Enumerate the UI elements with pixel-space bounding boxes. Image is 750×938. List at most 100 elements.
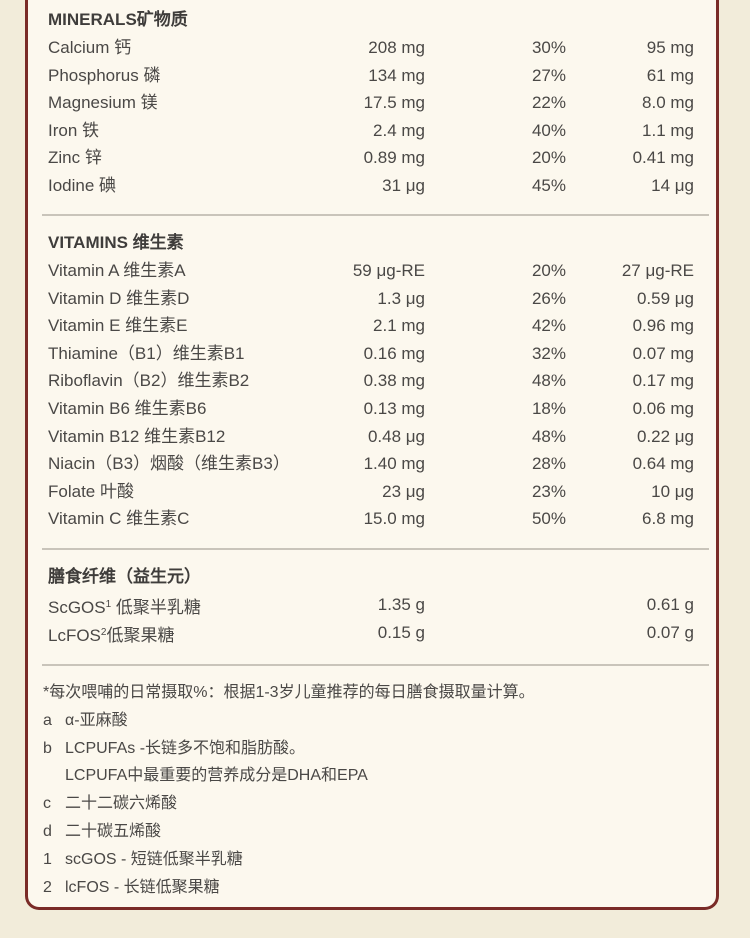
nutrient-code: ScGOS (48, 598, 106, 617)
footnote-text: α-亚麻酸 (65, 711, 128, 729)
daily-intake-percent (425, 591, 566, 619)
amount-per-serving: 61 mg (646, 65, 694, 85)
amount-per-100g: 2.4 mg (373, 120, 425, 140)
amount-per-serving: 10 μg (651, 481, 694, 501)
divider (42, 214, 709, 216)
daily-intake-percent: 22% (531, 93, 566, 113)
nutrient-name: Vitamin A 维生素A (48, 261, 186, 280)
amount-per-serving: 6.8 mg (642, 509, 694, 529)
amount-per-100g: 0.16 mg (363, 343, 425, 363)
daily-intake-percent: 45% (531, 175, 566, 195)
nutrient-name: Iron 铁 (48, 120, 100, 140)
daily-intake-percent: 20% (531, 261, 566, 280)
nutrient-row: Magnesium 镁 17.5 mg 22% 8.0 mg (48, 89, 696, 117)
nutrient-code: LcFOS (48, 625, 101, 645)
section-title: 膳食纤维（益生元） (48, 567, 201, 586)
nutrient-name: Vitamin E 维生素E (48, 316, 188, 336)
nutrient-row: Phosphorus 磷 134 mg 27% 61 mg (48, 62, 696, 90)
nutrient-name: Vitamin D 维生素D (48, 288, 190, 308)
section-title: MINERALS矿物质 (48, 10, 188, 29)
nutrient-name: Riboflavin（B2）维生素B2 (48, 371, 250, 391)
amount-per-serving: 0.64 mg (632, 454, 694, 474)
nutrient-name: Vitamin B12 维生素B12 (48, 426, 226, 446)
footnote-text: LCPUFAs -长链多不饱和脂肪酸。 (65, 739, 306, 757)
footnote-item: LCPUFA中最重要的营养成分是DHA和EPA (43, 762, 703, 790)
footnote-item: 1 scGOS - 短链低聚半乳糖 (43, 846, 703, 874)
nutrient-name: Vitamin C 维生素C (48, 509, 190, 529)
amount-per-serving: 8.0 mg (642, 93, 694, 113)
nutrient-row: Vitamin D 维生素D 1.3 μg 26% 0.59 μg (48, 285, 696, 313)
daily-intake-percent: 23% (531, 481, 566, 501)
footnote-item: 2 lcFOS - 长链低聚果糖 (43, 874, 703, 902)
amount-per-100g: 0.38 mg (363, 371, 425, 391)
nutrient-row: LcFOS2低聚果糖 0.15 g 0.07 g (48, 619, 696, 647)
amount-per-100g: 2.1 mg (373, 316, 425, 336)
nutrient-row: Vitamin B12 维生素B12 0.48 μg 48% 0.22 μg (48, 423, 696, 451)
nutrient-name: Magnesium 镁 (48, 93, 158, 113)
amount-per-100g: 208 mg (368, 38, 425, 57)
daily-intake-percent: 20% (531, 148, 566, 168)
amount-per-100g: 59 μg-RE (352, 261, 425, 280)
daily-intake-percent: 28% (531, 454, 566, 474)
daily-intake-percent: 40% (531, 120, 566, 140)
daily-intake-percent: 32% (531, 343, 566, 363)
footnote-ref: 2 (100, 626, 107, 638)
nutrient-row: Niacin（B3）烟酸（维生素B3） 1.40 mg 28% 0.64 mg (48, 450, 696, 478)
nutrient-name: Phosphorus 磷 (48, 65, 161, 85)
daily-intake-percent: 30% (531, 38, 566, 57)
footnote-key: 1 (43, 850, 52, 868)
footnote-item: c 二十二碳六烯酸 (43, 790, 703, 818)
daily-intake-percent: 48% (531, 371, 566, 391)
amount-per-100g: 1.40 mg (363, 454, 425, 474)
nutrient-row: Riboflavin（B2）维生素B2 0.38 mg 48% 0.17 mg (48, 367, 696, 395)
amount-per-100g: 134 mg (368, 65, 425, 85)
footnote-item: b LCPUFAs -长链多不饱和脂肪酸。 (43, 735, 703, 763)
amount-per-100g: 0.13 mg (363, 398, 425, 418)
nutrition-card (25, 0, 719, 910)
nutrient-row: Folate 叶酸 23 μg 23% 10 μg (48, 478, 696, 506)
footnote-text: lcFOS - 长链低聚果糖 (65, 878, 220, 896)
amount-per-100g: 15.0 mg (363, 509, 425, 529)
amount-per-100g: 31 μg (382, 175, 425, 195)
daily-intake-percent: 27% (531, 65, 566, 85)
nutrient-name: Calcium 钙 (48, 38, 132, 57)
footnote-key: d (43, 822, 52, 840)
amount-per-serving: 95 mg (646, 38, 694, 57)
minerals-section: MINERALS矿物质 Calcium 钙 208 mg 30% 95 mg Phosp… (48, 6, 696, 200)
nutrient-name: LcFOS2低聚果糖 (48, 619, 288, 647)
amount-per-serving: 0.17 mg (632, 371, 694, 391)
nutrient-row: Vitamin A 维生素A 59 μg-RE 20% 27 μg-RE (48, 257, 696, 285)
divider (42, 548, 709, 550)
fiber-section: 膳食纤维（益生元） ScGOS1 低聚半乳糖 1.35 g 0.61 g LcFOS2… (48, 563, 696, 646)
footnote-key: 2 (43, 878, 52, 896)
footnote-text: scGOS - 短链低聚半乳糖 (65, 850, 243, 868)
daily-intake-percent (425, 619, 566, 647)
amount-per-serving: 0.61 g (646, 595, 694, 614)
amount-per-100g: 0.89 mg (363, 148, 425, 168)
daily-intake-percent: 18% (531, 398, 566, 418)
amount-per-100g: 23 μg (382, 481, 425, 501)
amount-per-serving: 14 μg (651, 175, 694, 195)
nutrient-row: Thiamine（B1）维生素B1 0.16 mg 32% 0.07 mg (48, 340, 696, 368)
daily-intake-percent: 50% (531, 509, 566, 529)
footnotes: *每次喂哺的日常摄取%：根据1-3岁儿童推荐的每日膳食摄取量计算。 a α-亚麻酸… (43, 679, 703, 901)
nutrient-name: Niacin（B3）烟酸（维生素B3） (48, 454, 290, 474)
footnote-text: LCPUFA中最重要的营养成分是DHA和EPA (65, 767, 368, 785)
nutrient-row: Iodine 碘 31 μg 45% 14 μg (48, 172, 696, 200)
nutrient-name: Iodine 碘 (48, 175, 117, 195)
amount-per-serving: 27 μg-RE (621, 261, 694, 280)
footnote-text: 二十碳五烯酸 (65, 822, 162, 840)
amount-per-serving: 0.96 mg (632, 316, 694, 336)
nutrient-name: Thiamine（B1）维生素B1 (48, 343, 245, 363)
vitamins-section: VITAMINS 维生素 Vitamin A 维生素A 59 μg-RE 20% 27… (48, 229, 696, 533)
amount-per-serving: 0.07 mg (632, 343, 694, 363)
nutrient-row: Iron 铁 2.4 mg 40% 1.1 mg (48, 117, 696, 145)
footnote-ref: 1 (105, 599, 112, 610)
amount-per-serving: 0.41 mg (632, 148, 694, 168)
footnote-item: a α-亚麻酸 (43, 707, 703, 735)
nutrient-name: Folate 叶酸 (48, 481, 134, 501)
nutrient-name: Zinc 锌 (48, 148, 102, 168)
section-title: VITAMINS 维生素 (48, 233, 184, 252)
amount-per-100g: 0.48 μg (367, 426, 425, 446)
nutrient-row: Vitamin C 维生素C 15.0 mg 50% 6.8 mg (48, 505, 696, 533)
